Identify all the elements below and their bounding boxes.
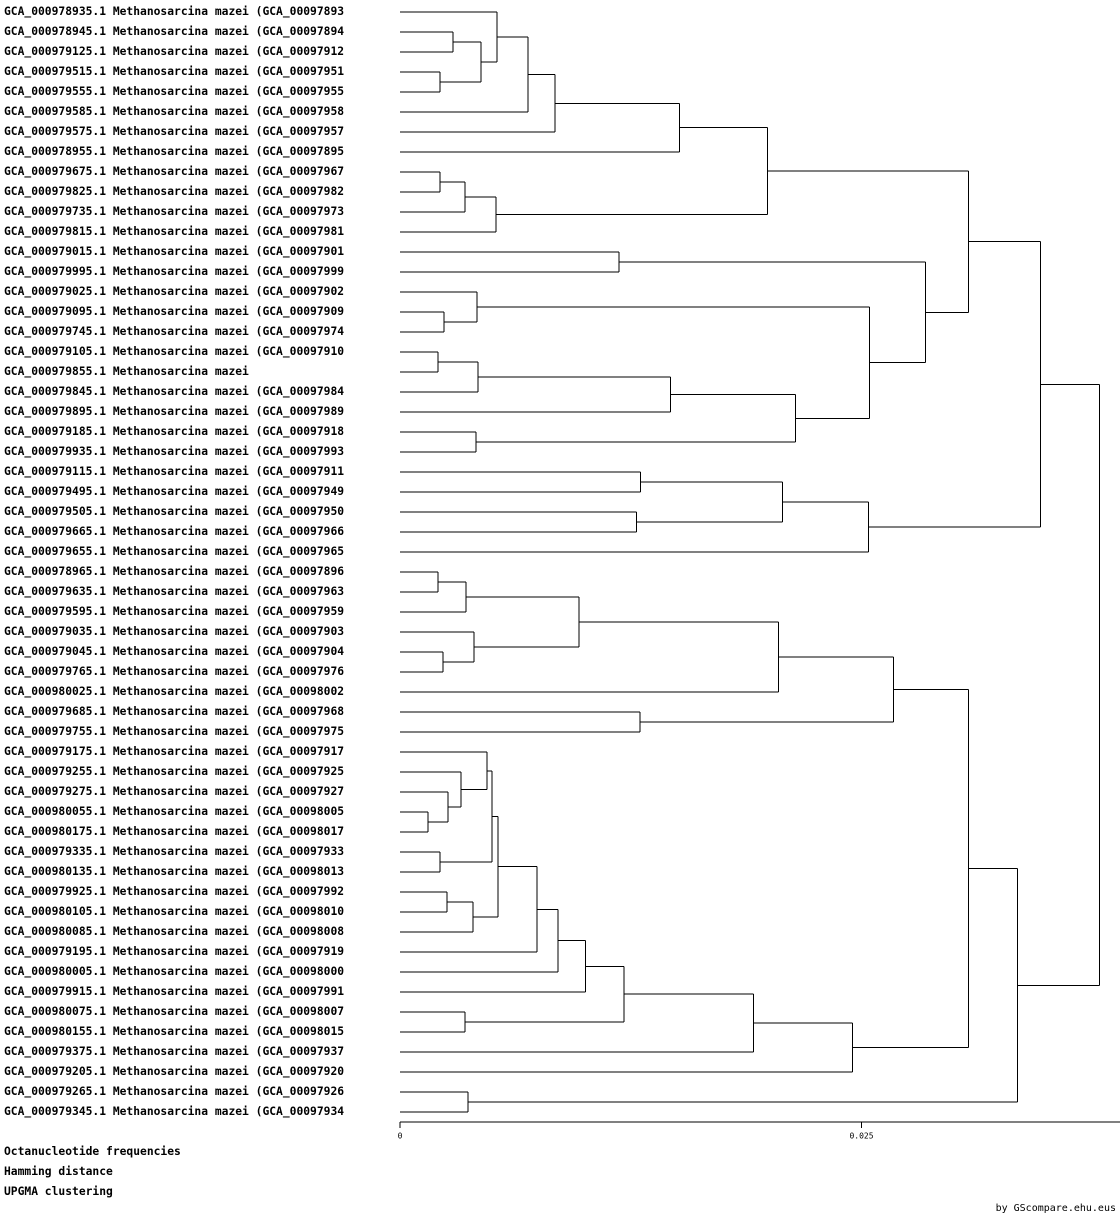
leaf-label: GCA_000979115.1 Methanosarcina mazei (GC… <box>4 465 344 478</box>
leaf-label: GCA_000979925.1 Methanosarcina mazei (GC… <box>4 885 344 898</box>
leaf-label: GCA_000980025.1 Methanosarcina mazei (GC… <box>4 685 344 698</box>
leaf-label: GCA_000979125.1 Methanosarcina mazei (GC… <box>4 45 344 58</box>
leaf-label: GCA_000979765.1 Methanosarcina mazei (GC… <box>4 665 344 678</box>
leaf-label: GCA_000979095.1 Methanosarcina mazei (GC… <box>4 305 344 318</box>
leaf-label: GCA_000979195.1 Methanosarcina mazei (GC… <box>4 945 344 958</box>
leaf-label: GCA_000979585.1 Methanosarcina mazei (GC… <box>4 105 344 118</box>
scale-tick-label: 0.025 <box>849 1132 873 1141</box>
leaf-label: GCA_000979265.1 Methanosarcina mazei (GC… <box>4 1085 344 1098</box>
leaf-label: GCA_000979745.1 Methanosarcina mazei (GC… <box>4 325 344 338</box>
leaf-label: GCA_000979665.1 Methanosarcina mazei (GC… <box>4 525 344 538</box>
leaf-label: GCA_000979495.1 Methanosarcina mazei (GC… <box>4 485 344 498</box>
leaf-label: GCA_000979755.1 Methanosarcina mazei (GC… <box>4 725 344 738</box>
leaf-label: GCA_000979335.1 Methanosarcina mazei (GC… <box>4 845 344 858</box>
leaf-label: GCA_000979175.1 Methanosarcina mazei (GC… <box>4 745 344 758</box>
leaf-label: GCA_000979375.1 Methanosarcina mazei (GC… <box>4 1045 344 1058</box>
leaf-label: GCA_000979825.1 Methanosarcina mazei (GC… <box>4 185 344 198</box>
leaf-label: GCA_000980155.1 Methanosarcina mazei (GC… <box>4 1025 344 1038</box>
leaf-label: GCA_000979025.1 Methanosarcina mazei (GC… <box>4 285 344 298</box>
leaf-label: GCA_000979935.1 Methanosarcina mazei (GC… <box>4 445 344 458</box>
leaf-label: GCA_000979995.1 Methanosarcina mazei (GC… <box>4 265 344 278</box>
leaf-label: GCA_000979515.1 Methanosarcina mazei (GC… <box>4 65 344 78</box>
leaf-label: GCA_000979105.1 Methanosarcina mazei (GC… <box>4 345 344 358</box>
leaf-label: GCA_000980105.1 Methanosarcina mazei (GC… <box>4 905 344 918</box>
leaf-label: GCA_000979275.1 Methanosarcina mazei (GC… <box>4 785 344 798</box>
leaf-label: GCA_000979595.1 Methanosarcina mazei (GC… <box>4 605 344 618</box>
leaf-label: GCA_000979815.1 Methanosarcina mazei (GC… <box>4 225 344 238</box>
leaf-label: GCA_000979015.1 Methanosarcina mazei (GC… <box>4 245 344 258</box>
leaf-label: GCA_000980175.1 Methanosarcina mazei (GC… <box>4 825 344 838</box>
leaf-label: GCA_000979655.1 Methanosarcina mazei (GC… <box>4 545 344 558</box>
leaf-label: GCA_000979255.1 Methanosarcina mazei (GC… <box>4 765 344 778</box>
leaf-label: GCA_000979205.1 Methanosarcina mazei (GC… <box>4 1065 344 1078</box>
leaf-label: GCA_000978965.1 Methanosarcina mazei (GC… <box>4 565 344 578</box>
leaf-label: GCA_000979675.1 Methanosarcina mazei (GC… <box>4 165 344 178</box>
leaf-label: GCA_000979635.1 Methanosarcina mazei (GC… <box>4 585 344 598</box>
method-line: UPGMA clustering <box>4 1185 113 1198</box>
leaf-label: GCA_000980085.1 Methanosarcina mazei (GC… <box>4 925 344 938</box>
leaf-label: GCA_000979735.1 Methanosarcina mazei (GC… <box>4 205 344 218</box>
leaf-label: GCA_000980005.1 Methanosarcina mazei (GC… <box>4 965 344 978</box>
method-line: Octanucleotide frequencies <box>4 1145 181 1158</box>
method-line: Hamming distance <box>4 1165 113 1178</box>
leaf-label: GCA_000979035.1 Methanosarcina mazei (GC… <box>4 625 344 638</box>
leaf-label: GCA_000979855.1 Methanosarcina mazei <box>4 365 249 378</box>
leaf-label: GCA_000980135.1 Methanosarcina mazei (GC… <box>4 865 344 878</box>
leaf-label: GCA_000979505.1 Methanosarcina mazei (GC… <box>4 505 344 518</box>
leaf-label: GCA_000978955.1 Methanosarcina mazei (GC… <box>4 145 344 158</box>
leaf-label: GCA_000978935.1 Methanosarcina mazei (GC… <box>4 5 344 18</box>
leaf-label: GCA_000980055.1 Methanosarcina mazei (GC… <box>4 805 344 818</box>
leaf-label: GCA_000979685.1 Methanosarcina mazei (GC… <box>4 705 344 718</box>
leaf-label: GCA_000979915.1 Methanosarcina mazei (GC… <box>4 985 344 998</box>
leaf-label: GCA_000979185.1 Methanosarcina mazei (GC… <box>4 425 344 438</box>
credit: by GScompare.ehu.eus <box>996 1203 1116 1214</box>
leaf-label: GCA_000978945.1 Methanosarcina mazei (GC… <box>4 25 344 38</box>
leaf-label: GCA_000979575.1 Methanosarcina mazei (GC… <box>4 125 344 138</box>
leaf-label: GCA_000979555.1 Methanosarcina mazei (GC… <box>4 85 344 98</box>
scale-tick-label: 0 <box>398 1132 403 1141</box>
leaf-label: GCA_000979895.1 Methanosarcina mazei (GC… <box>4 405 344 418</box>
leaf-label: GCA_000979345.1 Methanosarcina mazei (GC… <box>4 1105 344 1118</box>
leaf-label: GCA_000979845.1 Methanosarcina mazei (GC… <box>4 385 344 398</box>
leaf-label: GCA_000979045.1 Methanosarcina mazei (GC… <box>4 645 344 658</box>
leaf-label: GCA_000980075.1 Methanosarcina mazei (GC… <box>4 1005 344 1018</box>
